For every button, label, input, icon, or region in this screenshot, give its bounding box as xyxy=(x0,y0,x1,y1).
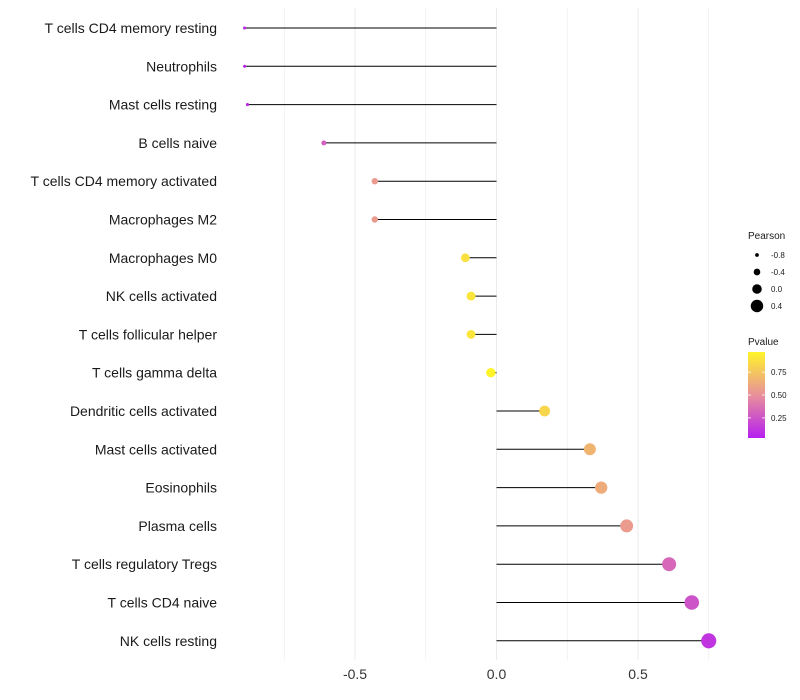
pearson-legend-label: -0.4 xyxy=(771,268,785,277)
category-label: T cells CD4 naive xyxy=(108,595,218,611)
x-tick-label: 0.5 xyxy=(628,666,648,682)
pearson-legend-title: Pearson xyxy=(748,231,785,242)
category-label: Macrophages M0 xyxy=(109,250,217,266)
dot-plasma-cells xyxy=(620,519,634,533)
dot-t-cells-cd4-memory-activated xyxy=(371,177,379,185)
category-label: Dendritic cells activated xyxy=(70,403,217,419)
dot-nk-cells-activated xyxy=(466,291,476,301)
pearson-size-legend: Pearson -0.8 -0.4 0.0 0.4 xyxy=(748,231,785,313)
dot-t-cells-cd4-naive xyxy=(684,595,700,610)
dot-mast-cells-activated xyxy=(583,443,596,456)
dot-nk-cells-resting xyxy=(701,633,717,649)
dot-macrophages-m0 xyxy=(460,253,470,263)
x-tick-label: 0.0 xyxy=(487,666,507,682)
pearson-legend-label: 0.0 xyxy=(771,285,783,294)
pearson-legend-dot xyxy=(750,299,764,313)
dot-t-cells-gamma-delta xyxy=(486,367,496,378)
x-tick-label: -0.5 xyxy=(343,666,367,682)
pvalue-colorbar xyxy=(748,352,765,438)
pvalue-legend-label: 0.75 xyxy=(771,368,787,377)
category-label: NK cells resting xyxy=(120,633,217,649)
category-label: Eosinophils xyxy=(145,480,217,496)
pearson-legend-label: -0.8 xyxy=(771,251,785,260)
category-label: B cells naive xyxy=(138,135,217,151)
dot-neutrophils xyxy=(243,64,247,68)
pvalue-legend-title: Pvalue xyxy=(748,337,779,348)
pvalue-color-legend: Pvalue 0.25 0.50 0.75 xyxy=(748,337,787,438)
dots xyxy=(243,26,717,649)
pearson-legend-dot xyxy=(752,284,762,294)
category-label: T cells follicular helper xyxy=(79,326,218,342)
dot-t-cells-cd4-memory-resting xyxy=(243,26,247,30)
pvalue-legend-label: 0.50 xyxy=(771,391,787,400)
category-label: NK cells activated xyxy=(106,288,217,304)
category-label: Plasma cells xyxy=(138,518,217,534)
category-label: T cells regulatory Tregs xyxy=(72,556,217,572)
grid-lines xyxy=(283,8,710,660)
dot-dendritic-cells-activated xyxy=(539,405,551,417)
category-label: Mast cells activated xyxy=(95,441,217,457)
category-labels: T cells CD4 memory resting Neutrophils Mas… xyxy=(31,20,218,649)
dot-eosinophils xyxy=(595,481,608,494)
x-axis-ticks: -0.5 0.0 0.5 xyxy=(343,666,648,682)
pvalue-legend-label: 0.25 xyxy=(771,414,787,423)
pearson-legend-dot xyxy=(755,253,759,257)
category-label: Neutrophils xyxy=(146,58,217,74)
category-label: T cells gamma delta xyxy=(92,365,217,381)
stems xyxy=(244,27,709,642)
category-label: Mast cells resting xyxy=(109,97,217,113)
pearson-legend-dot xyxy=(753,268,761,276)
category-label: T cells CD4 memory activated xyxy=(31,173,217,189)
dot-b-cells-naive xyxy=(321,140,327,146)
category-label: Macrophages M2 xyxy=(109,212,217,228)
dot-t-cells-regulatory-tregs xyxy=(662,557,677,572)
dot-macrophages-m2 xyxy=(371,216,379,223)
dot-mast-cells-resting xyxy=(245,103,250,107)
pearson-legend-label: 0.4 xyxy=(771,302,783,311)
category-label: T cells CD4 memory resting xyxy=(45,20,217,36)
dot-t-cells-follicular-helper xyxy=(466,329,476,339)
